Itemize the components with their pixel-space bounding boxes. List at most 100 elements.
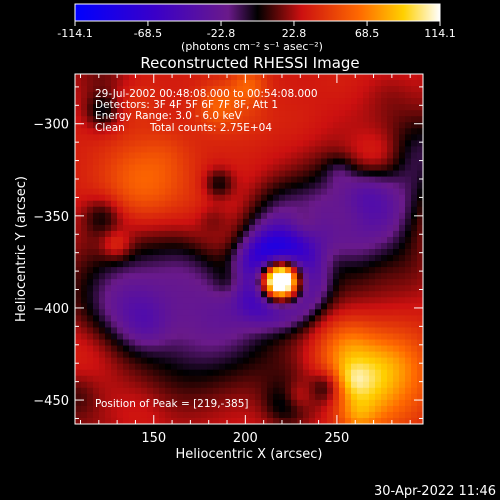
heatmap-cell: [195, 387, 202, 395]
heatmap-cell: [369, 411, 376, 419]
heatmap-cell: [399, 267, 406, 274]
heatmap-cell: [345, 158, 352, 166]
heatmap-cell: [303, 291, 310, 298]
heatmap-cell: [129, 86, 136, 93]
heatmap-cell: [411, 339, 418, 347]
heatmap-cell: [375, 224, 382, 232]
heatmap-cell: [177, 182, 184, 190]
heatmap-cell: [351, 387, 358, 395]
heatmap-cell: [135, 170, 142, 178]
heatmap-cell: [279, 128, 286, 135]
heatmap-cell: [99, 381, 106, 389]
heatmap-cell: [303, 339, 310, 347]
heatmap-cell: [333, 357, 340, 365]
heatmap-cell: [261, 164, 268, 172]
heatmap-cell: [393, 405, 400, 413]
heatmap-cell: [339, 230, 346, 238]
heatmap-cell: [147, 140, 154, 148]
heatmap-cell: [399, 176, 406, 184]
heatmap-cell: [225, 309, 232, 316]
heatmap-cell: [333, 152, 340, 160]
heatmap-cell: [357, 230, 364, 238]
heatmap-cell: [141, 164, 148, 172]
heatmap-cell: [129, 309, 136, 316]
heatmap-cell: [285, 182, 292, 190]
heatmap-cell: [159, 92, 166, 99]
heatmap-cell: [117, 279, 124, 286]
heatmap-cell: [117, 104, 124, 111]
heatmap-cell: [303, 351, 310, 359]
heatmap-cell: [291, 309, 298, 316]
heatmap-cell: [81, 236, 88, 244]
heatmap-cell: [141, 303, 148, 310]
heatmap-cell: [237, 303, 244, 310]
heatmap-cell: [231, 140, 238, 148]
heatmap-cell: [99, 218, 106, 226]
heatmap-cell: [279, 381, 286, 389]
heatmap-cell: [261, 224, 268, 232]
heatmap-cell: [225, 363, 232, 371]
heatmap-cell: [165, 158, 172, 166]
heatmap-cell: [249, 315, 256, 323]
heatmap-cell: [309, 345, 316, 353]
heatmap-cell: [135, 218, 142, 226]
heatmap-cell: [255, 134, 262, 141]
heatmap-cell: [111, 363, 118, 371]
heatmap-cell: [99, 170, 106, 178]
heatmap-cell: [279, 279, 286, 286]
heatmap-cell: [135, 98, 142, 105]
heatmap-cell: [333, 405, 340, 413]
heatmap-cell: [381, 134, 388, 141]
heatmap-cell: [339, 92, 346, 99]
heatmap-cell: [159, 351, 166, 359]
heatmap-cell: [171, 261, 178, 268]
heatmap-cell: [399, 128, 406, 135]
heatmap-cell: [315, 212, 322, 220]
heatmap-cell: [285, 375, 292, 383]
heatmap-cell: [351, 273, 358, 280]
heatmap-cell: [321, 230, 328, 238]
heatmap-cell: [159, 369, 166, 377]
heatmap-cell: [405, 345, 412, 353]
heatmap-cell: [123, 146, 130, 154]
heatmap-cell: [87, 339, 94, 347]
heatmap-cell: [183, 230, 190, 238]
heatmap-cell: [375, 188, 382, 196]
heatmap-cell: [87, 206, 94, 214]
heatmap-cell: [177, 261, 184, 268]
heatmap-cell: [159, 297, 166, 304]
heatmap-cell: [105, 86, 112, 93]
heatmap-cell: [153, 393, 160, 401]
heatmap-cell: [123, 381, 130, 389]
heatmap-cell: [87, 146, 94, 154]
heatmap-cell: [135, 315, 142, 323]
heatmap-cell: [75, 357, 82, 365]
heatmap-cell: [231, 387, 238, 395]
heatmap-cell: [159, 333, 166, 341]
heatmap-cell: [153, 285, 160, 292]
heatmap-cell: [207, 188, 214, 196]
heatmap-cell: [123, 92, 130, 99]
heatmap-cell: [171, 200, 178, 208]
heatmap-cell: [279, 134, 286, 141]
heatmap-cell: [81, 285, 88, 292]
heatmap-cell: [159, 128, 166, 135]
heatmap-cell: [105, 393, 112, 401]
heatmap-cell: [399, 315, 406, 323]
heatmap-cell: [219, 242, 226, 250]
heatmap-cell: [177, 381, 184, 389]
heatmap-cell: [195, 363, 202, 371]
heatmap-cell: [393, 86, 400, 93]
heatmap-cell: [297, 146, 304, 154]
heatmap-cell: [81, 393, 88, 401]
heatmap-cell: [123, 98, 130, 105]
heatmap-cell: [171, 164, 178, 172]
heatmap-cell: [177, 255, 184, 262]
heatmap-cell: [87, 249, 94, 256]
heatmap-cell: [177, 417, 184, 424]
heatmap-cell: [399, 321, 406, 329]
heatmap-cell: [105, 285, 112, 292]
heatmap-cell: [411, 351, 418, 359]
heatmap-cell: [171, 249, 178, 256]
heatmap-cell: [315, 224, 322, 232]
